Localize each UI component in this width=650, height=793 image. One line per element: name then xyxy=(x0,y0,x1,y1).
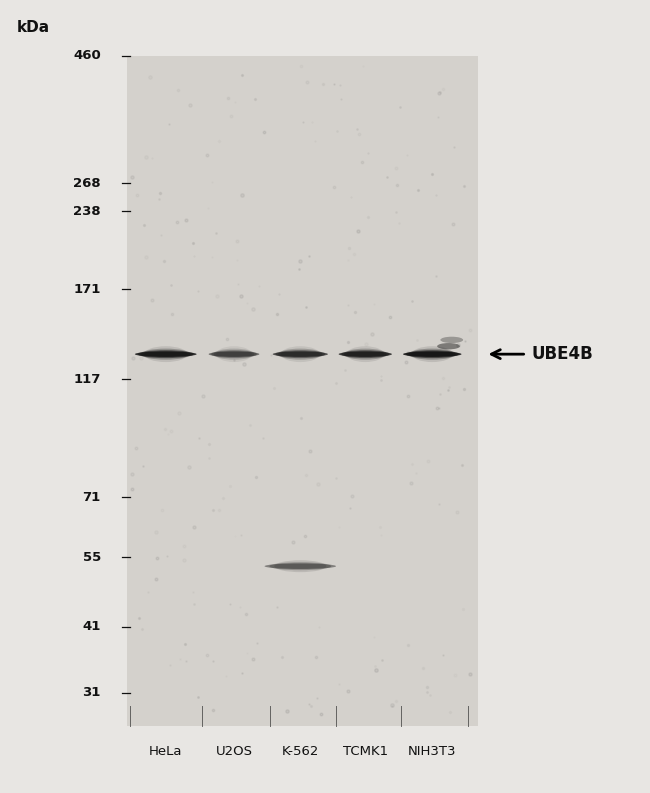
Text: HeLa: HeLa xyxy=(149,745,183,758)
Ellipse shape xyxy=(341,351,389,358)
Text: 31: 31 xyxy=(83,687,101,699)
Ellipse shape xyxy=(276,351,325,358)
Ellipse shape xyxy=(144,347,187,362)
Ellipse shape xyxy=(281,347,320,362)
Text: UBE4B: UBE4B xyxy=(532,345,593,363)
Ellipse shape xyxy=(273,351,328,357)
Ellipse shape xyxy=(135,351,196,357)
Ellipse shape xyxy=(344,349,387,360)
Ellipse shape xyxy=(412,347,452,362)
Text: kDa: kDa xyxy=(16,21,49,35)
Ellipse shape xyxy=(211,351,257,358)
Text: 171: 171 xyxy=(73,283,101,296)
Ellipse shape xyxy=(265,563,336,569)
Text: U2OS: U2OS xyxy=(216,745,252,758)
Ellipse shape xyxy=(209,351,259,357)
Ellipse shape xyxy=(270,562,332,570)
Text: 268: 268 xyxy=(73,177,101,190)
Text: 55: 55 xyxy=(83,551,101,564)
Text: NIH3T3: NIH3T3 xyxy=(408,745,456,758)
Text: K-562: K-562 xyxy=(281,745,319,758)
Ellipse shape xyxy=(141,349,190,360)
Text: 71: 71 xyxy=(83,491,101,504)
Ellipse shape xyxy=(437,343,460,350)
Text: 117: 117 xyxy=(73,373,101,385)
Ellipse shape xyxy=(441,337,463,343)
Ellipse shape xyxy=(409,349,456,360)
Text: TCMK1: TCMK1 xyxy=(343,745,388,758)
Ellipse shape xyxy=(339,351,392,357)
Text: 238: 238 xyxy=(73,205,101,218)
Ellipse shape xyxy=(214,349,254,360)
Ellipse shape xyxy=(403,351,462,357)
Ellipse shape xyxy=(406,351,459,358)
Ellipse shape xyxy=(346,347,384,362)
Ellipse shape xyxy=(216,347,252,362)
Bar xyxy=(127,56,478,726)
Ellipse shape xyxy=(278,349,322,360)
Ellipse shape xyxy=(274,560,326,572)
Text: 460: 460 xyxy=(73,49,101,62)
Text: 41: 41 xyxy=(83,620,101,634)
Ellipse shape xyxy=(138,351,194,358)
